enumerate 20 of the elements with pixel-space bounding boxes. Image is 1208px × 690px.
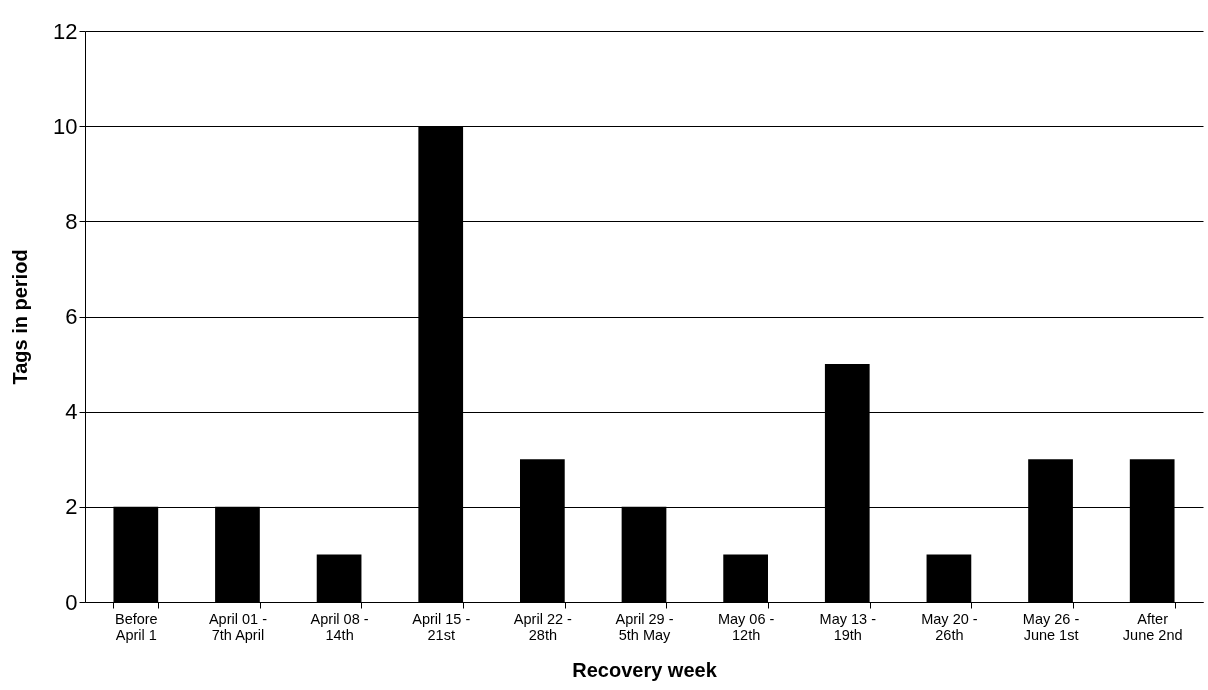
x-tick-label: May 06 - 12th xyxy=(717,610,775,643)
y-tick-label: 12 xyxy=(53,18,78,44)
x-axis-title: Recovery week xyxy=(572,658,718,681)
y-tick-label: 4 xyxy=(65,399,78,425)
x-tick-label: Before April 1 xyxy=(114,610,158,643)
x-tick-label: May 13 - 19th xyxy=(819,610,877,643)
x-tick-label: April 15 - 21st xyxy=(412,610,471,643)
x-tick-label: April 08 - 14th xyxy=(310,610,369,643)
y-tick-label: 6 xyxy=(65,304,78,329)
x-tick-label: April 01 - 7th April xyxy=(208,610,268,643)
x-tick-label: April 22 - 28th xyxy=(513,610,573,643)
x-tick-label: May 20 - 26th xyxy=(921,610,978,643)
y-tick-label: 2 xyxy=(65,494,78,520)
y-tick-label: 8 xyxy=(65,208,78,234)
x-tick-label: May 26 - June 1st xyxy=(1022,610,1080,643)
y-tick-label: 0 xyxy=(65,589,78,615)
x-tick-label: After June 2nd xyxy=(1122,610,1183,643)
y-axis-title: Tags in period xyxy=(9,249,32,385)
x-tick-label: April 29 - 5th May xyxy=(615,610,674,643)
y-tick-label: 10 xyxy=(53,113,78,139)
